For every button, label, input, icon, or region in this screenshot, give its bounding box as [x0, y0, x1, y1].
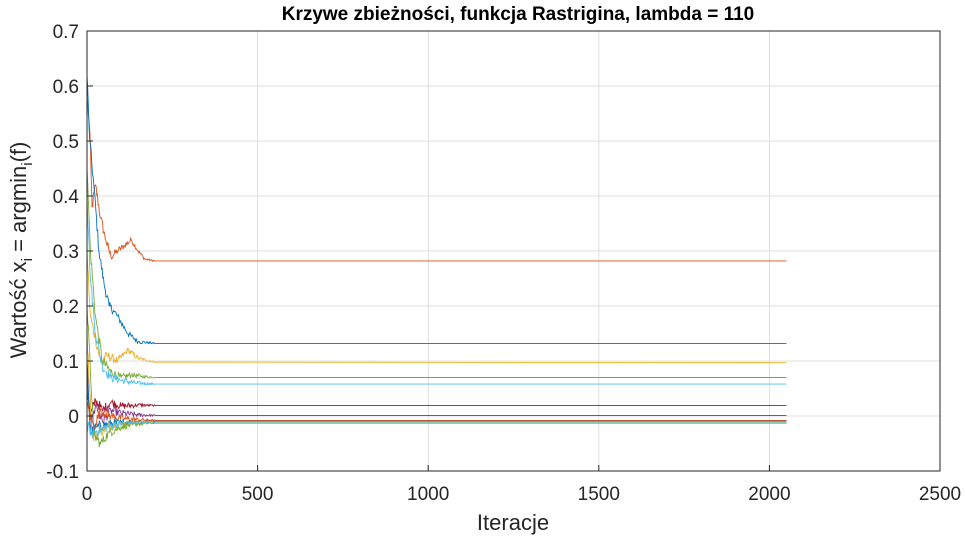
y-tick-label: 0: [68, 407, 79, 428]
series-line-6: [86, 388, 787, 417]
y-tick-label: 0.2: [53, 297, 79, 318]
y-tick-label: 0.3: [53, 242, 79, 263]
series-line-11: [86, 418, 787, 438]
y-tick-labels: -0.1 0 0.1 0.2 0.3 0.4 0.5 0.6 0.7: [46, 22, 93, 483]
x-tick-label: 1500: [578, 484, 620, 505]
series-line-12: [86, 401, 787, 429]
series-line-2: [86, 74, 787, 345]
chart-title: Krzywe zbieżności, funkcja Rastrigina, l…: [282, 4, 755, 25]
y-label-sub2: i: [19, 162, 36, 165]
y-label-suffix: (f): [6, 142, 31, 163]
series-group: [86, 74, 787, 448]
y-tick-label: 0.6: [53, 77, 79, 98]
x-tick-label: 2000: [748, 484, 790, 505]
x-tick-label: 0: [82, 484, 93, 505]
y-tick-label: 0.1: [53, 352, 79, 373]
y-tick-label: 0.5: [53, 132, 79, 153]
x-axis-label: Iteracje: [477, 510, 549, 535]
x-tick-labels: 0 500 1000 1500 2000 2500: [82, 465, 961, 505]
series-line-4: [86, 168, 787, 380]
y-axis-label: Wartość xi = argmini(f): [6, 142, 36, 359]
x-tick-label: 2500: [919, 484, 961, 505]
y-label-sub1: i: [19, 258, 36, 261]
x-tick-label: 1000: [407, 484, 449, 505]
y-tick-label: 0.4: [53, 187, 80, 208]
y-label-middle: = argmin: [6, 166, 31, 258]
y-tick-label: -0.1: [46, 462, 79, 483]
series-line-5: [86, 195, 787, 387]
series-line-3: [86, 250, 787, 364]
y-label-prefix: Wartość x: [6, 261, 31, 358]
x-tick-label: 500: [242, 484, 274, 505]
series-line-1: [86, 96, 787, 263]
y-tick-label: 0.7: [53, 22, 79, 43]
